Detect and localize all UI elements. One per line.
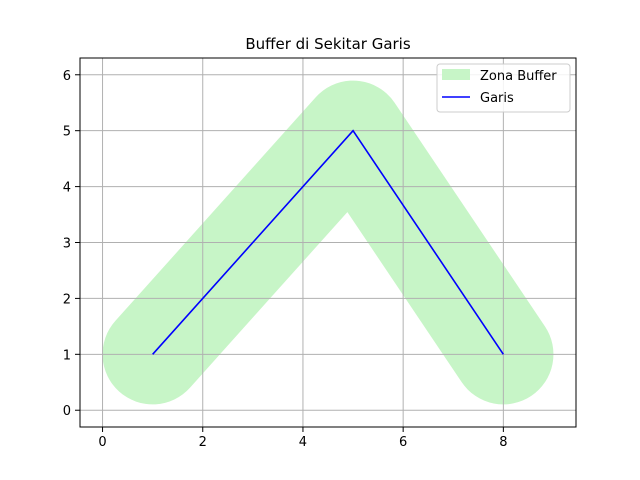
plot-area bbox=[80, 58, 576, 427]
x-tick-label: 0 bbox=[98, 435, 106, 450]
x-tick-label: 4 bbox=[299, 435, 307, 450]
legend-swatch-buffer bbox=[442, 69, 470, 80]
y-tick-label: 6 bbox=[63, 69, 71, 84]
x-tick-label: 6 bbox=[399, 435, 407, 450]
y-tick-label: 3 bbox=[63, 237, 71, 252]
chart-title: Buffer di Sekitar Garis bbox=[245, 35, 411, 53]
series-line-garis bbox=[152, 129, 505, 355]
legend-label-garis: Garis bbox=[480, 91, 514, 106]
y-tick-label: 1 bbox=[63, 348, 71, 363]
legend-label-buffer: Zona Buffer bbox=[480, 69, 557, 84]
y-tick-label: 4 bbox=[63, 181, 71, 196]
y-tick-label: 2 bbox=[63, 292, 71, 307]
legend-box bbox=[436, 63, 571, 113]
x-tick-label: 2 bbox=[199, 435, 207, 450]
y-tick-label: 5 bbox=[63, 125, 71, 140]
legend: Zona Buffer Garis bbox=[436, 63, 571, 113]
x-tick-label: 8 bbox=[499, 435, 507, 450]
y-tick-label: 0 bbox=[63, 404, 71, 419]
